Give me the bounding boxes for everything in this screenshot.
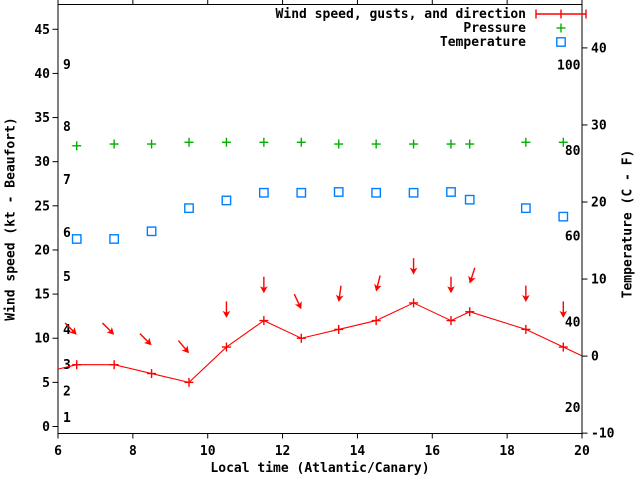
temperature-point (333, 187, 344, 197)
y2-tick-label: 10 (591, 273, 607, 288)
plot-border (57, 4, 583, 434)
wind-direction-arrow-icon (522, 285, 530, 303)
x-tick-label: 12 (275, 444, 291, 459)
legend: Wind speed, gusts, and direction Pressur… (275, 6, 588, 50)
x-tick-label: 8 (129, 444, 137, 459)
y-tick-label: 10 (34, 332, 50, 347)
wind-direction-arrow-icon (139, 333, 152, 346)
wind-direction-arrow-icon (222, 301, 231, 318)
y-axis-title: Wind speed (kt - Beaufort) (3, 117, 19, 321)
legend-label-pressure: Pressure (463, 20, 526, 36)
beaufort-scale-label: 8 (63, 120, 71, 135)
fahrenheit-scale-label: 40 (565, 315, 581, 330)
temperature-point (146, 226, 157, 237)
temperature-point (296, 187, 307, 198)
y2-tick-label: 0 (591, 350, 599, 365)
temperature-point (520, 203, 531, 214)
x-tick-label: 6 (54, 444, 62, 459)
temperature-point (109, 234, 120, 244)
wind-direction-arrow-icon (409, 258, 418, 275)
beaufort-scale-label: 4 (63, 323, 71, 338)
wind-direction-arrow-icon (374, 275, 382, 292)
temperature-point (408, 187, 419, 198)
y2-tick-label: -10 (591, 427, 615, 442)
beaufort-scale-label: 1 (63, 411, 71, 426)
temperature-point (258, 187, 269, 198)
y-tick-label: 15 (34, 288, 50, 303)
x-tick-label: 20 (574, 444, 590, 459)
y2-tick-label: 40 (591, 41, 607, 56)
temperature-legend-marker-icon (556, 37, 566, 47)
beaufort-scale-label: 3 (63, 358, 71, 373)
y2-tick-label: 30 (591, 118, 607, 133)
beaufort-scale-label: 5 (63, 270, 71, 285)
temperature-point (371, 187, 382, 198)
y-tick-label: 35 (34, 111, 50, 126)
wind-direction-arrow-icon (447, 276, 455, 294)
beaufort-scale-label: 9 (63, 58, 71, 73)
wind-legend-sample-icon (535, 9, 587, 19)
temperature-point (558, 211, 569, 222)
wind-direction-arrow-icon (468, 267, 476, 284)
fahrenheit-scale-label: 20 (565, 401, 581, 416)
wind-direction-arrow-icon (293, 293, 302, 310)
x-tick-label: 14 (350, 444, 366, 459)
legend-row-wind: Wind speed, gusts, and direction (275, 6, 588, 22)
y2-axis-title: Temperature (C - F) (620, 149, 636, 299)
y-tick-label: 25 (34, 199, 50, 214)
wind-speed-line (57, 302, 583, 383)
temperature-point (71, 234, 82, 244)
beaufort-scale-label: 7 (63, 173, 71, 188)
fahrenheit-scale-label: 80 (565, 144, 581, 159)
temperature-point (221, 195, 232, 206)
legend-row-pressure: Pressure (276, 20, 588, 36)
temperature-point (464, 194, 475, 205)
fahrenheit-scale-label: 100 (557, 59, 581, 74)
wind-direction-arrow-icon (335, 285, 344, 303)
wind-direction-arrow-icon (559, 301, 568, 318)
legend-row-temperature: Temperature (276, 34, 588, 50)
y-tick-label: 45 (34, 23, 50, 38)
beaufort-scale-label: 2 (63, 385, 71, 400)
beaufort-scale-label: 6 (63, 226, 71, 241)
fahrenheit-scale-label: 60 (565, 230, 581, 245)
x-tick-label: 16 (424, 444, 440, 459)
y2-tick-label: 20 (591, 196, 607, 211)
wind-direction-arrow-icon (101, 322, 115, 335)
wind-direction-arrow-icon (177, 340, 189, 354)
x-axis-title: Local time (Atlantic/Canary) (210, 461, 430, 476)
wind-direction-arrow-icon (64, 322, 77, 335)
legend-label-temperature: Temperature (439, 34, 526, 50)
pressure-legend-marker-icon (556, 23, 566, 33)
x-tick-label: 18 (499, 444, 515, 459)
y-tick-label: 20 (34, 243, 50, 258)
y-tick-label: 0 (42, 420, 50, 435)
temperature-point (184, 203, 194, 214)
y-tick-label: 30 (34, 155, 50, 170)
x-tick-label: 10 (200, 444, 216, 459)
legend-label-wind: Wind speed, gusts, and direction (275, 6, 526, 22)
wind-direction-arrow-icon (260, 276, 268, 294)
y-tick-label: 5 (42, 376, 50, 391)
y-tick-label: 40 (34, 67, 50, 82)
temperature-point (446, 187, 456, 197)
